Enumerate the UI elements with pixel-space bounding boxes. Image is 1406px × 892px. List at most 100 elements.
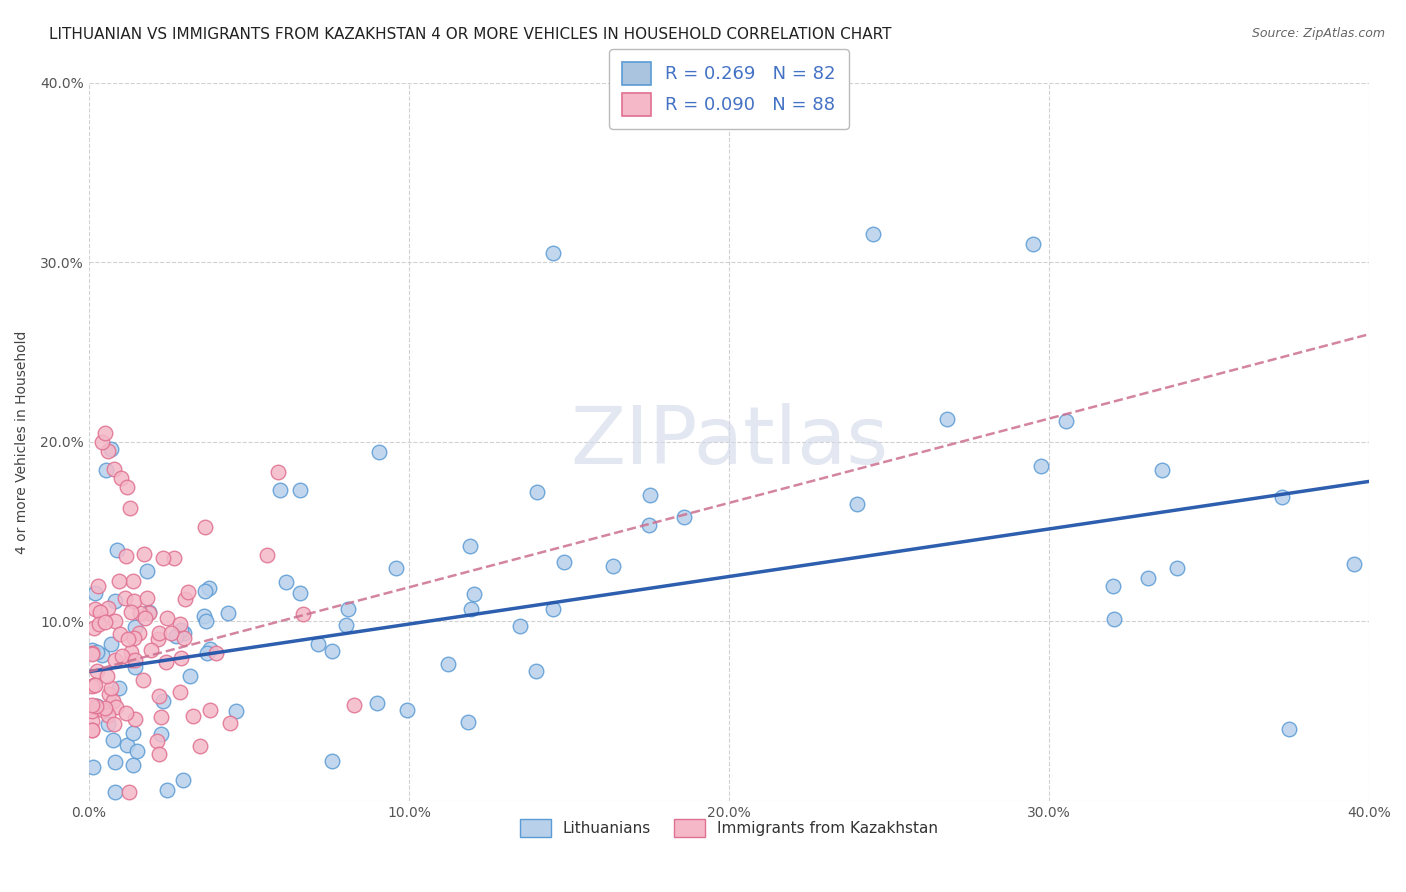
Point xyxy=(80,680,103,694)
Point xyxy=(103,653,125,667)
Point xyxy=(169,617,191,632)
Point xyxy=(197,581,219,595)
Point xyxy=(124,619,146,633)
Point xyxy=(194,584,217,599)
Point xyxy=(94,425,117,440)
Point xyxy=(104,755,127,769)
Point xyxy=(152,694,174,708)
Point xyxy=(541,601,564,615)
Point xyxy=(138,605,160,619)
Point xyxy=(83,678,105,692)
Point xyxy=(367,444,389,458)
Point xyxy=(80,646,103,660)
Point xyxy=(139,642,162,657)
Point xyxy=(193,609,215,624)
Point xyxy=(97,716,120,731)
Point xyxy=(132,547,155,561)
Point xyxy=(146,733,169,747)
Point xyxy=(1102,612,1125,626)
Point xyxy=(159,625,181,640)
Point xyxy=(637,517,659,532)
Point xyxy=(150,710,173,724)
Text: Source: ZipAtlas.com: Source: ZipAtlas.com xyxy=(1251,27,1385,40)
Point xyxy=(198,641,221,656)
Point xyxy=(108,574,131,588)
Point xyxy=(80,723,103,738)
Point xyxy=(1029,459,1052,474)
Point xyxy=(337,602,360,616)
Point xyxy=(121,574,143,589)
Point xyxy=(602,559,624,574)
Point xyxy=(673,509,696,524)
Point xyxy=(165,629,187,643)
Point xyxy=(1343,557,1365,571)
Point xyxy=(97,443,120,458)
Point xyxy=(104,699,127,714)
Point xyxy=(100,637,122,651)
Point xyxy=(89,605,111,619)
Point xyxy=(256,548,278,562)
Point xyxy=(335,618,357,632)
Point xyxy=(104,785,127,799)
Point xyxy=(198,703,221,717)
Point xyxy=(96,669,118,683)
Point xyxy=(80,723,103,737)
Point xyxy=(94,615,117,629)
Point xyxy=(97,601,120,615)
Point xyxy=(124,653,146,667)
Point xyxy=(395,703,418,717)
Point xyxy=(1278,722,1301,736)
Point xyxy=(100,442,122,456)
Point xyxy=(385,561,408,575)
Point xyxy=(128,626,150,640)
Point xyxy=(156,783,179,797)
Point xyxy=(86,699,108,714)
Point xyxy=(97,687,120,701)
Point xyxy=(117,632,139,646)
Point xyxy=(177,584,200,599)
Point xyxy=(103,462,125,476)
Point xyxy=(101,694,124,708)
Point xyxy=(862,227,884,241)
Point xyxy=(103,614,125,628)
Point xyxy=(91,703,114,717)
Point xyxy=(1054,414,1077,428)
Point xyxy=(83,602,105,616)
Point xyxy=(94,463,117,477)
Point xyxy=(94,700,117,714)
Point xyxy=(218,716,240,731)
Point xyxy=(366,696,388,710)
Point xyxy=(541,246,564,260)
Text: LITHUANIAN VS IMMIGRANTS FROM KAZAKHSTAN 4 OR MORE VEHICLES IN HOUSEHOLD CORRELA: LITHUANIAN VS IMMIGRANTS FROM KAZAKHSTAN… xyxy=(49,27,891,42)
Point xyxy=(457,714,479,729)
Point xyxy=(80,704,103,718)
Point xyxy=(845,498,868,512)
Point xyxy=(132,673,155,688)
Point xyxy=(120,500,142,515)
Point xyxy=(86,664,108,678)
Point xyxy=(82,760,104,774)
Point xyxy=(169,685,191,699)
Point xyxy=(84,699,107,714)
Point xyxy=(437,657,460,671)
Point xyxy=(269,483,291,497)
Point xyxy=(146,632,169,647)
Point xyxy=(80,714,103,728)
Point xyxy=(148,690,170,704)
Point xyxy=(321,644,343,658)
Point xyxy=(90,434,112,449)
Point xyxy=(148,626,170,640)
Point xyxy=(1102,579,1125,593)
Point xyxy=(1022,237,1045,252)
Point xyxy=(509,618,531,632)
Point xyxy=(122,758,145,772)
Point xyxy=(194,614,217,628)
Point xyxy=(97,708,120,723)
Point xyxy=(170,623,193,637)
Point xyxy=(526,484,548,499)
Point xyxy=(307,637,329,651)
Point xyxy=(138,607,160,621)
Point xyxy=(1166,560,1188,574)
Point xyxy=(80,647,103,661)
Point xyxy=(1136,571,1159,585)
